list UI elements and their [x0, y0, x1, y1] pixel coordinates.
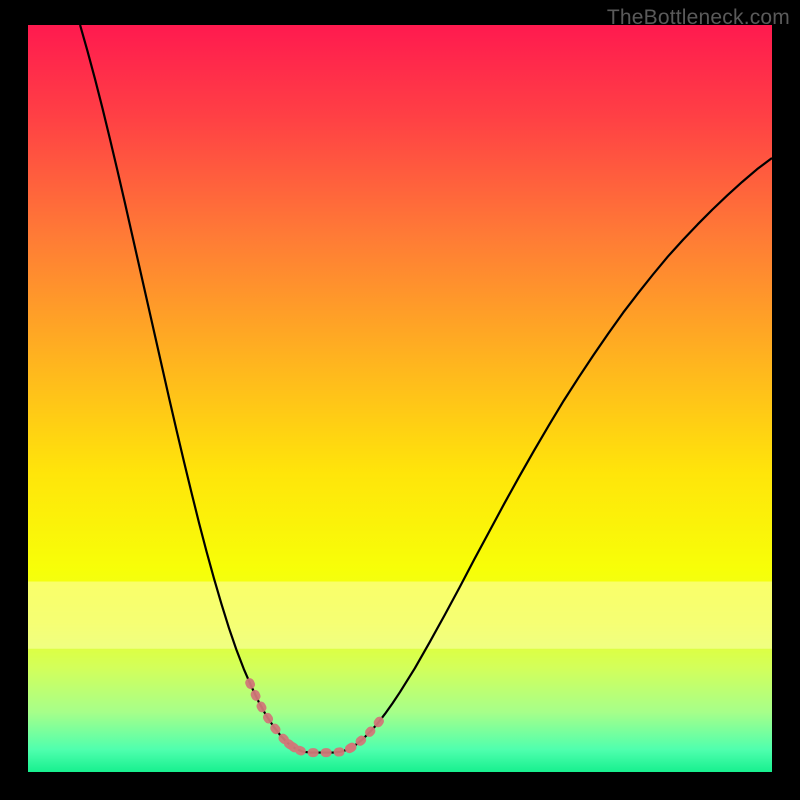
gradient-background — [28, 25, 772, 772]
plot-svg — [28, 25, 772, 772]
chart-outer-frame: TheBottleneck.com — [0, 0, 800, 800]
plot-area — [28, 25, 772, 772]
pale-band — [28, 582, 772, 649]
